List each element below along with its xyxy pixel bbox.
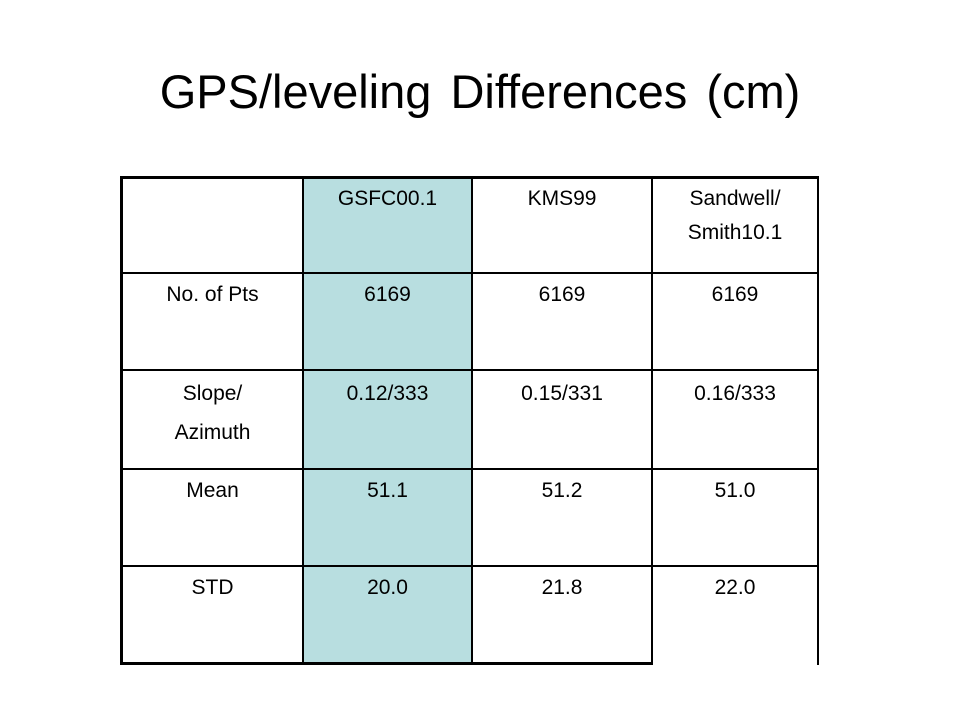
header-gsfc-label: GSFC00.1 bbox=[337, 187, 438, 210]
table-divider-row2 bbox=[120, 369, 819, 371]
row-label-slope-azimuth: Slope/ Azimuth bbox=[123, 375, 302, 468]
row-label-no-of-pts: No. of Pts bbox=[123, 276, 302, 369]
cell-value: 51.0 bbox=[714, 479, 756, 502]
table-cell: 21.8 bbox=[473, 569, 651, 662]
header-cell-gsfc: GSFC00.1 bbox=[304, 180, 471, 272]
table-cell: 20.0 bbox=[304, 569, 471, 662]
table-divider-col1 bbox=[302, 176, 304, 665]
table-cell: 51.1 bbox=[304, 472, 471, 565]
cell-value: 51.2 bbox=[541, 479, 583, 502]
cell-value: 6169 bbox=[364, 283, 411, 306]
row-label-std: STD bbox=[123, 569, 302, 662]
table-divider-col3 bbox=[651, 176, 653, 665]
header-sandwell-line2: Smith10.1 bbox=[687, 221, 783, 244]
table-border-top bbox=[120, 176, 819, 179]
header-sandwell-line1: Sandwell/ bbox=[689, 187, 781, 210]
cell-value: 20.0 bbox=[367, 576, 408, 599]
table-cell: 6169 bbox=[653, 276, 817, 369]
row-label-line2: Azimuth bbox=[174, 421, 251, 444]
row-label-text: STD bbox=[191, 576, 234, 599]
table-cell: 0.12/333 bbox=[304, 375, 471, 468]
table-cell: 6169 bbox=[473, 276, 651, 369]
cell-value: 6169 bbox=[711, 283, 759, 306]
table-cell: 0.15/331 bbox=[473, 375, 651, 468]
table-cell: 22.0 bbox=[653, 569, 817, 662]
table-cell: 51.0 bbox=[653, 472, 817, 565]
header-cell-sandwell: Sandwell/ Smith10.1 bbox=[653, 180, 817, 272]
table-divider-row1 bbox=[120, 272, 819, 274]
header-sandwell-label: Sandwell/ Smith10.1 bbox=[688, 180, 783, 252]
table-border-left bbox=[120, 176, 123, 665]
table-cell: 51.2 bbox=[473, 472, 651, 565]
table-divider-row3 bbox=[120, 468, 819, 470]
cell-value: 0.12/333 bbox=[346, 382, 429, 405]
differences-table: GSFC00.1 KMS99 Sandwell/ Smith10.1 No. o… bbox=[120, 176, 819, 665]
table-divider-col2 bbox=[471, 176, 473, 665]
table-divider-row4 bbox=[120, 565, 819, 567]
row-label-mean: Mean bbox=[123, 472, 302, 565]
table-cell: 0.16/333 bbox=[653, 375, 817, 468]
table-cell: 6169 bbox=[304, 276, 471, 369]
cell-value: 0.15/331 bbox=[521, 382, 603, 405]
row-label-line1: Slope/ bbox=[182, 382, 243, 405]
header-kms-label: KMS99 bbox=[527, 187, 597, 210]
cell-value: 6169 bbox=[538, 283, 586, 306]
row-label-text: No. of Pts bbox=[166, 283, 259, 306]
table-border-right bbox=[817, 176, 819, 665]
header-cell-kms: KMS99 bbox=[473, 180, 651, 272]
cell-value: 22.0 bbox=[714, 576, 756, 599]
gsfc-column-highlight bbox=[304, 176, 471, 665]
row-label-text: Slope/ Azimuth bbox=[175, 375, 251, 452]
slide-title: GPS/leveling Differences (cm) bbox=[159, 65, 801, 118]
row-label-text: Mean bbox=[186, 479, 239, 502]
cell-value: 51.1 bbox=[367, 479, 408, 502]
table-border-bottom bbox=[120, 662, 653, 665]
cell-value: 21.8 bbox=[541, 576, 583, 599]
cell-value: 0.16/333 bbox=[694, 382, 776, 405]
